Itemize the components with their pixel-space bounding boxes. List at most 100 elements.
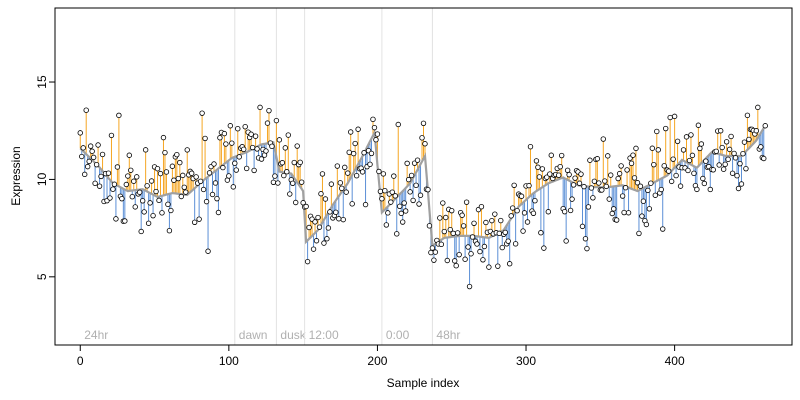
data-point <box>564 167 571 173</box>
data-point <box>717 128 724 134</box>
data-point <box>615 175 621 182</box>
y-axis-label: Expression <box>9 146 23 205</box>
data-point <box>290 180 296 186</box>
data-point <box>452 258 458 264</box>
data-point <box>272 173 278 179</box>
data-point <box>211 161 217 167</box>
x-tick-label: 400 <box>665 354 685 368</box>
data-point <box>319 171 326 177</box>
data-point <box>651 161 657 168</box>
data-point <box>209 191 216 198</box>
data-point <box>667 114 673 121</box>
data-point <box>686 157 693 164</box>
data-point <box>191 219 198 225</box>
data-point <box>541 245 547 251</box>
x-tick-label: 200 <box>367 354 387 368</box>
data-point <box>169 163 176 169</box>
data-point <box>556 172 562 178</box>
data-point <box>282 145 289 151</box>
data-point <box>110 186 116 192</box>
data-point <box>134 174 140 180</box>
data-point <box>138 228 144 235</box>
data-point <box>474 241 480 247</box>
data-point <box>460 223 467 229</box>
data-point <box>502 229 508 236</box>
data-point <box>248 131 254 137</box>
data-point <box>716 162 722 168</box>
data-point <box>746 136 752 143</box>
data-point <box>123 181 130 188</box>
data-point <box>235 125 241 132</box>
data-point <box>252 133 259 139</box>
data-point <box>661 163 667 169</box>
data-point <box>456 251 462 258</box>
data-point <box>408 172 415 179</box>
data-point <box>236 154 242 160</box>
data-point <box>680 147 687 153</box>
data-point <box>184 147 190 153</box>
data-point <box>671 113 678 120</box>
data-point <box>450 230 456 237</box>
data-point <box>141 209 147 215</box>
data-point <box>744 112 751 119</box>
data-point <box>425 186 431 193</box>
marker-label: 12:00 <box>309 328 339 342</box>
data-point <box>374 131 381 137</box>
data-point <box>471 220 477 226</box>
data-point <box>539 166 546 172</box>
data-point <box>105 170 112 176</box>
data-point <box>220 164 226 171</box>
data-point <box>438 241 445 248</box>
data-point <box>165 201 171 208</box>
data-point <box>677 183 684 189</box>
data-point <box>518 193 525 199</box>
data-point <box>315 214 321 221</box>
data-point <box>139 198 146 204</box>
data-point <box>312 219 318 225</box>
data-point <box>648 180 654 186</box>
data-point <box>114 164 121 170</box>
data-point <box>287 191 293 197</box>
data-point <box>284 169 290 175</box>
data-point <box>251 167 257 174</box>
x-axis: 0 100 200 300 400 <box>77 345 685 368</box>
data-point <box>536 174 543 180</box>
data-point <box>197 178 204 185</box>
data-point <box>569 196 575 202</box>
data-point <box>392 193 398 199</box>
data-point <box>594 156 601 162</box>
data-point <box>401 200 407 206</box>
data-point <box>159 210 165 216</box>
data-point <box>508 213 514 219</box>
data-point <box>477 248 483 255</box>
data-point <box>417 192 424 198</box>
data-point <box>294 143 300 149</box>
data-point <box>420 120 427 126</box>
data-point <box>391 173 397 179</box>
data-point <box>548 152 554 158</box>
data-point <box>297 159 303 166</box>
x-axis-label: Sample index <box>387 376 460 390</box>
data-point <box>753 128 760 134</box>
data-point <box>585 204 592 210</box>
data-point <box>232 160 238 166</box>
data-point <box>373 137 379 143</box>
data-point <box>590 195 596 201</box>
data-point <box>691 170 697 177</box>
data-point <box>506 261 513 267</box>
data-point <box>347 129 354 135</box>
data-point <box>466 283 473 290</box>
data-point <box>606 196 612 202</box>
data-point <box>310 246 317 252</box>
data-point <box>527 144 534 150</box>
data-point <box>492 211 498 217</box>
data-point <box>377 188 384 195</box>
data-point <box>720 166 727 172</box>
data-point <box>700 175 706 182</box>
data-point <box>371 124 378 131</box>
data-point <box>281 172 287 179</box>
data-point <box>150 212 156 219</box>
data-point <box>701 180 708 187</box>
data-point <box>200 186 207 193</box>
data-point <box>440 200 446 206</box>
